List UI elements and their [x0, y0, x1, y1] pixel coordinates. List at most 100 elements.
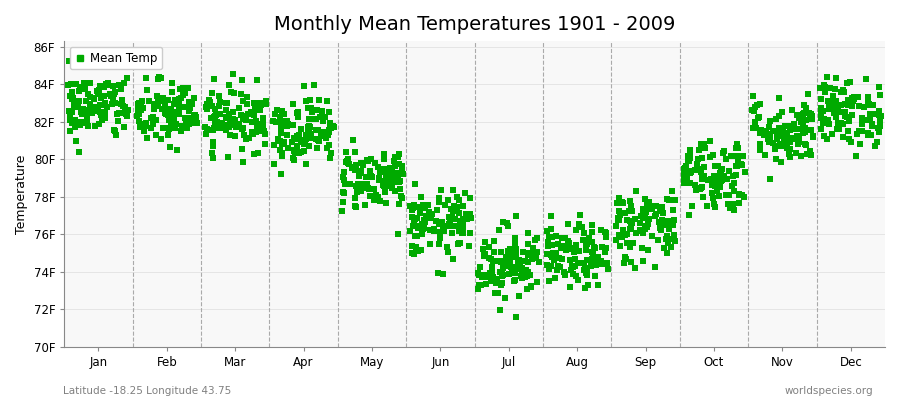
Point — [148, 116, 163, 123]
Point — [214, 120, 229, 126]
Point — [277, 110, 292, 117]
Point — [649, 203, 663, 209]
Point — [703, 138, 717, 144]
Point — [691, 185, 706, 191]
Point — [351, 181, 365, 187]
Point — [565, 246, 580, 252]
Point — [521, 241, 535, 248]
Point — [615, 199, 629, 205]
Point — [457, 190, 472, 196]
Point — [694, 141, 708, 148]
Point — [680, 174, 694, 180]
Point — [73, 122, 87, 128]
Point — [420, 202, 435, 208]
Point — [590, 260, 604, 266]
Point — [341, 160, 356, 166]
Point — [730, 153, 744, 159]
Point — [478, 280, 492, 287]
Point — [872, 84, 886, 90]
Point — [246, 131, 260, 137]
Point — [838, 101, 852, 107]
Point — [770, 143, 784, 149]
Point — [281, 145, 295, 151]
Point — [150, 102, 165, 109]
Point — [620, 231, 634, 238]
Point — [314, 108, 328, 114]
Point — [682, 212, 697, 218]
Point — [178, 90, 193, 96]
Point — [182, 121, 196, 128]
Point — [544, 213, 558, 219]
Point — [860, 99, 875, 106]
Point — [759, 128, 773, 134]
Point — [645, 232, 660, 239]
Point — [526, 256, 540, 262]
Point — [234, 90, 248, 97]
Point — [105, 83, 120, 90]
Point — [850, 131, 864, 138]
Point — [382, 164, 397, 171]
Point — [233, 112, 248, 118]
Point — [495, 272, 509, 279]
Point — [804, 111, 818, 118]
Point — [677, 180, 691, 186]
Point — [828, 108, 842, 114]
Point — [641, 246, 655, 253]
Point — [341, 161, 356, 168]
Point — [515, 265, 529, 272]
Point — [561, 237, 575, 244]
Point — [581, 282, 596, 288]
Point — [713, 170, 727, 176]
Point — [736, 153, 751, 160]
Point — [258, 98, 273, 104]
Point — [874, 112, 888, 119]
Point — [450, 204, 464, 210]
Point — [70, 98, 85, 105]
Point — [309, 116, 323, 122]
Point — [236, 98, 250, 104]
Point — [149, 92, 164, 99]
Point — [609, 223, 624, 229]
Point — [199, 104, 213, 110]
Point — [302, 123, 317, 129]
Point — [591, 282, 606, 288]
Point — [662, 197, 676, 204]
Point — [108, 100, 122, 106]
Point — [822, 106, 836, 112]
Point — [729, 172, 743, 178]
Point — [427, 226, 441, 232]
Point — [430, 207, 445, 214]
Point — [649, 211, 663, 217]
Point — [297, 148, 311, 154]
Point — [315, 114, 329, 120]
Point — [796, 130, 810, 137]
Point — [175, 128, 189, 134]
Point — [206, 114, 220, 120]
Point — [683, 149, 698, 156]
Point — [719, 176, 733, 182]
Point — [769, 146, 783, 152]
Point — [654, 219, 669, 226]
Point — [555, 256, 570, 262]
Point — [348, 162, 363, 168]
Point — [770, 116, 784, 122]
Point — [849, 153, 863, 160]
Point — [609, 237, 624, 243]
Point — [617, 231, 632, 238]
Point — [762, 134, 777, 141]
Point — [869, 139, 884, 146]
Point — [392, 201, 407, 208]
Point — [732, 192, 746, 198]
Point — [612, 217, 626, 223]
Point — [130, 107, 145, 113]
Point — [169, 121, 184, 128]
Point — [510, 258, 525, 264]
Point — [130, 110, 145, 116]
Point — [633, 220, 647, 226]
Point — [699, 202, 714, 209]
Point — [379, 172, 393, 179]
Point — [452, 197, 466, 203]
Point — [394, 168, 409, 175]
Point — [772, 125, 787, 131]
Point — [713, 182, 727, 188]
